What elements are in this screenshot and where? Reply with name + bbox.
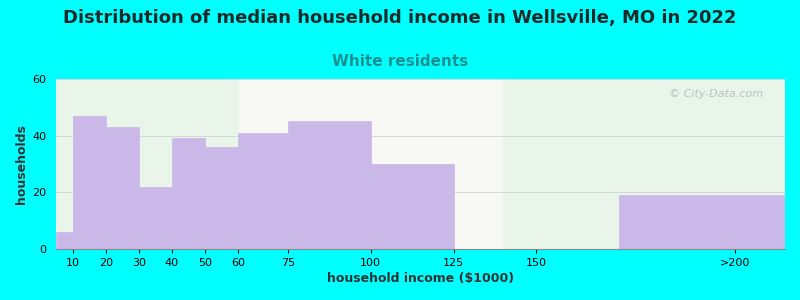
Bar [73,116,106,249]
Y-axis label: households: households [15,124,28,204]
Bar [56,232,73,249]
Bar [172,138,205,249]
Bar [139,187,172,249]
Text: © City-Data.com: © City-Data.com [669,89,763,99]
Bar [106,127,139,249]
Text: Distribution of median household income in Wellsville, MO in 2022: Distribution of median household income … [63,9,737,27]
Bar [371,164,454,249]
X-axis label: household income ($1000): household income ($1000) [327,272,514,285]
Bar [238,133,288,249]
Bar [56,79,238,249]
Bar [288,122,371,249]
Bar [503,79,785,249]
Bar [619,195,785,249]
Text: White residents: White residents [332,54,468,69]
Bar [205,147,238,249]
